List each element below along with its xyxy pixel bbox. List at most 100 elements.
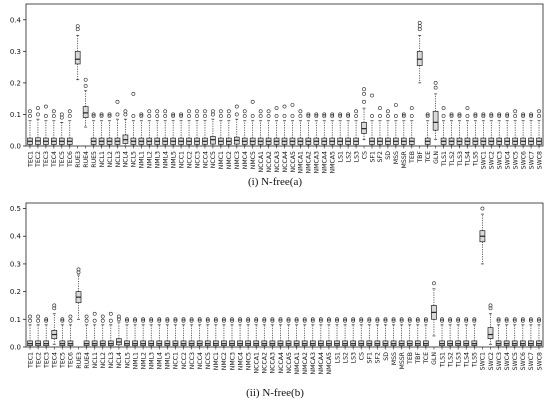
- box-ls3: [350, 317, 357, 348]
- outlier-point: [298, 109, 303, 114]
- box-ncl1: [98, 112, 105, 147]
- box-sf2: [377, 106, 383, 147]
- outlier-point: [28, 314, 32, 319]
- y-tick-label: 0.1: [10, 316, 21, 324]
- y-tick-label: 0.4: [10, 16, 22, 24]
- x-tick-label: NCC5: [210, 151, 217, 168]
- outlier-point: [266, 109, 271, 114]
- outlier-point: [322, 112, 327, 117]
- x-tick-label: NCL3: [115, 151, 122, 167]
- outlier-point: [448, 317, 453, 322]
- outlier-point: [52, 306, 57, 311]
- outlier-point: [242, 109, 247, 114]
- box-ncl1: [91, 311, 98, 348]
- outlier-point: [322, 114, 327, 118]
- box-swc6: [519, 317, 526, 348]
- x-tick-label: TLS5: [473, 151, 480, 167]
- box-iqr: [361, 121, 367, 134]
- outlier-point: [211, 109, 215, 114]
- box-tls3: [456, 112, 463, 147]
- outlier-point: [75, 24, 80, 28]
- outlier-point: [83, 84, 88, 88]
- x-tick-label: NMC4: [242, 151, 249, 169]
- outlier-point: [254, 317, 259, 322]
- outlier-point: [330, 114, 335, 118]
- outlier-point: [481, 114, 486, 118]
- box-cs: [361, 87, 367, 141]
- box-nml1: [138, 112, 145, 147]
- outlier-point: [529, 112, 533, 117]
- outlier-point: [274, 106, 279, 111]
- box-nml4: [162, 109, 169, 147]
- box-ncca1: [253, 317, 260, 348]
- x-tick-label: SWC8: [536, 352, 543, 370]
- outlier-point: [171, 112, 176, 117]
- plot-frame: [25, 3, 544, 147]
- y-tick-label: 0.2: [10, 288, 21, 296]
- x-tick-label: NMC5: [250, 151, 257, 169]
- x-tick-label: NMC2: [226, 151, 233, 169]
- box-swc6: [520, 112, 526, 147]
- outlier-point: [440, 318, 444, 323]
- x-tick-label: SWC5: [512, 352, 519, 370]
- outlier-point: [327, 317, 331, 322]
- x-tick-label: NMCA2: [302, 352, 309, 375]
- box-nmca4: [317, 317, 324, 348]
- box-ncl2: [106, 112, 113, 147]
- outlier-point: [425, 114, 430, 118]
- x-tick-label: NML1: [132, 352, 139, 369]
- outlier-point: [278, 318, 283, 323]
- outlier-point: [99, 112, 104, 117]
- outlier-point: [465, 106, 470, 111]
- outlier-point: [383, 317, 388, 322]
- outlier-point: [213, 318, 218, 323]
- outlier-point: [359, 317, 364, 322]
- x-tick-label: SF2: [377, 151, 384, 162]
- x-tick-label: NCC1: [178, 151, 185, 168]
- outlier-point: [226, 109, 231, 114]
- outlier-point: [488, 306, 493, 311]
- box-swc3: [496, 112, 503, 147]
- outlier-point: [472, 318, 477, 323]
- box-sd: [385, 109, 391, 147]
- box-swc7: [528, 112, 534, 147]
- x-tick-label: NMC2: [221, 352, 228, 370]
- box-nmc5: [249, 99, 256, 147]
- x-tick-label: NMC3: [229, 352, 236, 370]
- x-tick-label: NMC4: [237, 352, 244, 370]
- box-swc2: [488, 112, 495, 147]
- outlier-point: [294, 317, 299, 322]
- outlier-point: [335, 317, 339, 322]
- box-swc4: [503, 317, 510, 348]
- outlier-point: [108, 311, 113, 316]
- x-tick-label: NCC4: [202, 151, 209, 168]
- x-tick-label: NMCA3: [314, 151, 321, 174]
- box-tec6: [66, 109, 73, 147]
- outlier-point: [528, 318, 533, 323]
- x-tick-label: SWC4: [505, 151, 512, 169]
- x-tick-label: NMC3: [234, 151, 241, 169]
- x-tick-label: TCE: [423, 352, 430, 365]
- outlier-point: [238, 317, 242, 322]
- box-nml2: [140, 317, 146, 348]
- x-tick-label: SWC3: [497, 151, 504, 169]
- box-ls1: [337, 112, 343, 147]
- x-tick-label: SF1: [369, 151, 376, 162]
- x-tick-label: GLN: [431, 352, 438, 365]
- x-tick-label: RUE5: [91, 151, 98, 168]
- outlier-point: [171, 114, 176, 118]
- outlier-point: [314, 112, 319, 117]
- x-tick-label: NML5: [170, 151, 177, 168]
- outlier-point: [318, 318, 323, 323]
- box-nmc2: [221, 317, 227, 348]
- outlier-point: [173, 318, 178, 323]
- outlier-point: [393, 103, 398, 107]
- outlier-point: [76, 267, 81, 272]
- outlier-point: [43, 114, 48, 118]
- x-tick-label: NCCA5: [290, 151, 297, 173]
- outlier-point: [367, 317, 372, 322]
- box-nmca2: [305, 112, 312, 147]
- outlier-point: [218, 114, 223, 118]
- outlier-point: [230, 317, 234, 322]
